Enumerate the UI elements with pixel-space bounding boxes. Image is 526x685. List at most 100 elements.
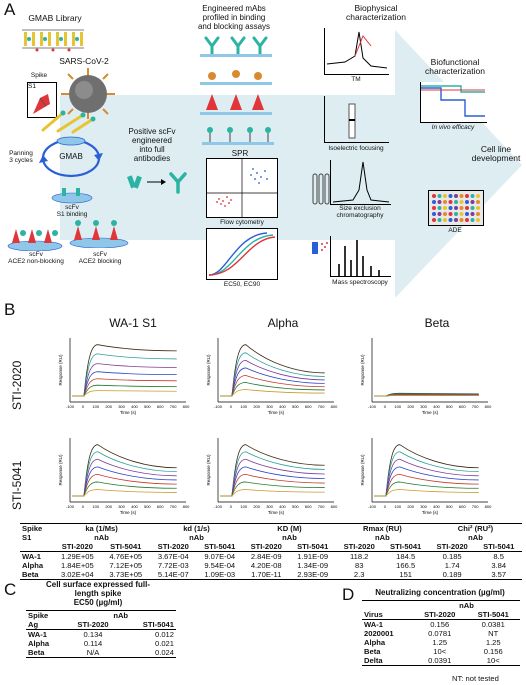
plate-well — [443, 194, 447, 198]
cell: 3.84 — [491, 561, 507, 570]
x-axis-label: Time (s) — [422, 510, 439, 515]
row-name: Alpha — [22, 561, 44, 570]
chi-header: Chi² (RU²) — [457, 524, 494, 533]
plate-well — [432, 212, 436, 216]
plate-well — [476, 200, 480, 204]
sec-plot — [330, 160, 391, 205]
plate-well — [437, 206, 442, 210]
plate-well — [465, 200, 469, 204]
cell: 1.25 — [432, 638, 448, 647]
x-axis-label: Time (s) — [268, 510, 285, 515]
x-tick-label: 300 — [420, 504, 427, 509]
cell: 1.34E-09 — [297, 561, 329, 570]
sensorgram-curve — [72, 458, 177, 497]
plate-well — [432, 206, 436, 210]
sensorgram-curve — [220, 444, 325, 497]
sensorgram-curve — [72, 353, 177, 397]
sensorgram-curve — [72, 344, 177, 397]
row-name: Alpha — [364, 638, 386, 647]
plate-well — [465, 212, 469, 216]
table-row: Alpha 1.25 1.25 — [362, 638, 520, 647]
cell: 4.20E-08 — [250, 561, 282, 570]
virus-header: Virus — [364, 610, 383, 619]
scfv-phage-icons — [41, 110, 96, 134]
sub-header: STI-5041 — [390, 542, 422, 551]
cellline-label: Cell line development — [471, 144, 521, 163]
plate-well — [459, 206, 464, 210]
x-tick-label: 600 — [459, 504, 466, 509]
y-axis-label: Response (RU) — [206, 454, 211, 486]
x-tick-label: 600 — [157, 504, 164, 509]
plate-well — [432, 194, 436, 198]
x-tick-label: 300 — [266, 404, 273, 409]
panel-d-letter: D — [342, 585, 355, 604]
table-row: Beta N/A 0.024 — [26, 648, 176, 658]
sensorgram-curve — [220, 481, 325, 497]
ade-plate — [428, 190, 484, 226]
x-tick-label: 200 — [253, 404, 260, 409]
cell: 2.84E-09 — [250, 552, 282, 561]
cell: 184.5 — [396, 552, 416, 561]
tm-label: TM — [351, 76, 361, 83]
x-tick-label: 0 — [230, 404, 233, 409]
row-name: 2020001 — [364, 629, 394, 638]
col-title-beta: Beta — [424, 316, 450, 330]
sub-header: STI-5041 — [204, 542, 236, 551]
scfv-blocking-label: scFv ACE2 blocking — [78, 251, 122, 265]
sensorgram-curve — [374, 481, 479, 497]
x-tick-label: 500 — [292, 404, 299, 409]
sars-label: SARS-CoV-2 — [59, 56, 109, 66]
sub-header: STI-5041 — [297, 542, 329, 551]
scfv-nonblocking-label: scFv ACE2 non-blocking — [8, 251, 64, 265]
cell: 3.02E+04 — [60, 570, 94, 579]
table-row: Delta 0.0391 10< — [362, 656, 520, 666]
table-row: Alpha 0.114 0.021 — [26, 639, 176, 648]
sensorgram-curve — [72, 473, 177, 497]
x-tick-label: 400 — [131, 404, 138, 409]
x-tick-label: -100 — [368, 504, 377, 509]
cell: 7.12E+05 — [109, 561, 143, 570]
sub-header: STI-5041 — [142, 620, 174, 629]
sensorgram-curve — [72, 384, 177, 397]
cell: 83 — [354, 561, 364, 570]
col-title-wa1: WA-1 S1 — [109, 316, 157, 330]
table-row: Alpha 1.84E+05 7.12E+05 7.72E-03 9.54E-0… — [20, 561, 522, 570]
plate-well — [437, 200, 442, 204]
sensorgram-curve — [72, 444, 177, 497]
panel-d-title: Neutralizing concentration (µg/ml) — [375, 588, 505, 597]
cell: 10< — [486, 656, 500, 665]
plate-well — [465, 206, 469, 210]
x-tick-label: 500 — [446, 504, 453, 509]
nab-header-ka: nAb — [94, 533, 109, 542]
spike-header: Spike — [28, 611, 49, 620]
virus-icon — [61, 68, 115, 119]
panel-b-letter: B — [4, 300, 16, 319]
gmab-library-icon — [22, 29, 84, 52]
sensorgram-curve — [72, 363, 177, 397]
plate-well — [454, 194, 458, 198]
row-name: Beta — [28, 648, 45, 657]
plate-well — [454, 206, 458, 210]
invivo-label: In vivo efficacy — [431, 124, 475, 131]
row-name: Beta — [22, 570, 39, 579]
panel-a-letter: A — [4, 0, 16, 19]
row-name: WA-1 — [22, 552, 41, 561]
cell: 0.156 — [430, 620, 450, 629]
x-tick-label: 100 — [240, 404, 247, 409]
plate-well — [459, 218, 464, 222]
x-tick-label: 800 — [183, 404, 190, 409]
x-tick-label: 400 — [433, 504, 440, 509]
x-tick-label: 400 — [131, 504, 138, 509]
x-tick-label: 700 — [318, 504, 325, 509]
row-name: Beta — [364, 647, 381, 656]
x-tick-label: 400 — [433, 404, 440, 409]
sensorgram-curve — [220, 382, 325, 397]
ace2-blocking-icon — [69, 220, 129, 248]
x-tick-label: 0 — [82, 504, 85, 509]
x-tick-label: 600 — [305, 404, 312, 409]
sensorgram-curve — [72, 451, 177, 497]
scfv-to-antibody-icon — [127, 172, 187, 194]
sensorgram-curve — [374, 466, 479, 497]
x-tick-label: 400 — [279, 504, 286, 509]
cell: 0.134 — [83, 630, 103, 639]
